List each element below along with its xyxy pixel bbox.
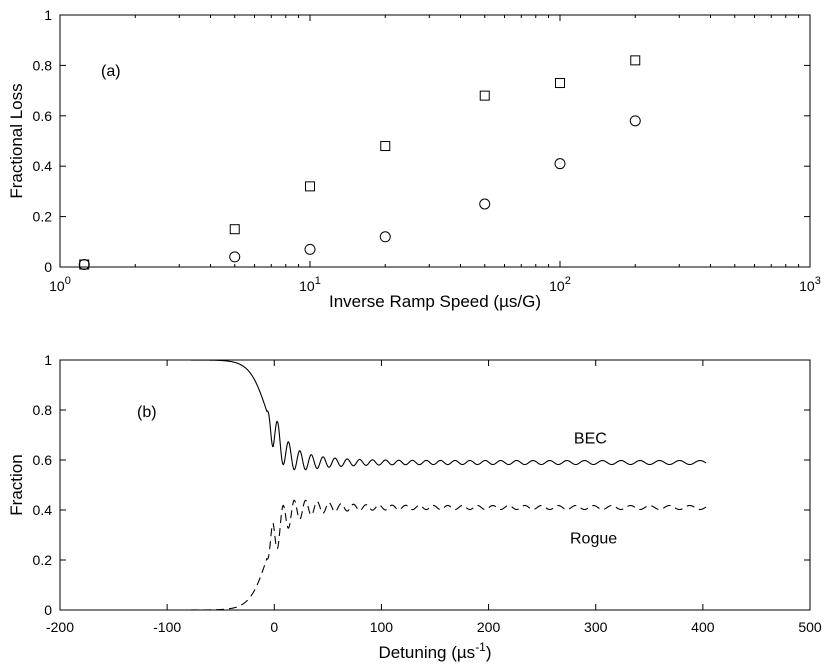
panel-a-plot-area <box>59 14 811 268</box>
x-tick-label: 0 <box>270 619 278 635</box>
y-tick-label: 1 <box>44 352 52 368</box>
square-marker <box>229 224 240 235</box>
square-marker <box>479 90 490 101</box>
y-tick-label: 0.2 <box>33 552 53 568</box>
panel-b-ticks: -200 -100 0 100 200 300 400 500 0 0.2 0.4 0.6 0.8 1 <box>33 352 822 635</box>
y-tick-label: 0.6 <box>33 108 53 124</box>
bec-line <box>60 359 707 471</box>
x-tick-label: 200 <box>477 619 501 635</box>
panel-b-y-axis-label: Fraction <box>7 454 26 515</box>
annotation-bec: BEC <box>574 431 607 448</box>
x-tick-label: -100 <box>153 619 181 635</box>
x-tick-label: 100 <box>370 619 394 635</box>
circle-marker <box>78 258 90 270</box>
panel-b: -200 -100 0 100 200 300 400 500 0 0.2 0.4 0.6 0.8 1 (… <box>7 352 822 662</box>
circle-marker <box>229 251 241 263</box>
panel-b-label: (b) <box>137 404 157 421</box>
y-tick-label: 1 <box>44 7 52 23</box>
circle-marker <box>304 243 316 255</box>
x-axis-label-close: ) <box>486 643 492 662</box>
x-tick-label: -200 <box>46 619 74 635</box>
x-tick-label-base: 10 <box>49 278 65 294</box>
x-axis-label-main: Detuning (µs <box>378 643 475 662</box>
x-tick-label: 400 <box>691 619 715 635</box>
square-marker <box>630 55 641 66</box>
x-tick-label-exponent: 3 <box>815 275 821 287</box>
x-tick-label: 500 <box>798 619 822 635</box>
x-tick-label: 101 <box>299 275 321 294</box>
panel-a-label: (a) <box>101 63 121 80</box>
x-tick-label: 103 <box>799 275 821 294</box>
panel-a-y-axis-label: Fractional Loss <box>7 83 26 198</box>
square-marker <box>380 141 391 152</box>
panel-b-plot-area <box>59 359 811 611</box>
x-tick-label-base: 10 <box>549 278 565 294</box>
circle-marker <box>629 115 641 127</box>
y-tick-label: 0 <box>44 602 52 618</box>
circle-marker <box>479 198 491 210</box>
rogue-line <box>60 499 707 611</box>
y-tick-label: 0.8 <box>33 57 53 73</box>
x-tick-label-exponent: 2 <box>565 275 571 287</box>
circle-marker <box>554 158 566 170</box>
x-tick-label-exponent: 1 <box>315 275 321 287</box>
square-marker <box>305 181 315 192</box>
x-tick-label: 300 <box>584 619 608 635</box>
panel-a-data-points <box>78 55 641 270</box>
y-tick-label: 0.4 <box>33 502 53 518</box>
y-tick-label: 0.6 <box>33 452 53 468</box>
y-tick-label: 0.2 <box>33 209 53 225</box>
x-tick-label-base: 10 <box>299 278 315 294</box>
panel-b-x-axis-label: Detuning (µs-1) <box>378 640 491 662</box>
annotation-rogue: Rogue <box>570 531 617 548</box>
x-axis-label-superscript: -1 <box>475 640 486 654</box>
y-tick-label: 0.8 <box>33 402 53 418</box>
x-tick-label: 100 <box>49 275 71 294</box>
square-marker <box>555 78 565 89</box>
x-tick-label-exponent: 0 <box>65 275 71 287</box>
panel-b-series <box>60 359 707 611</box>
y-tick-label: 0.4 <box>33 158 53 174</box>
x-tick-label: 102 <box>549 275 571 294</box>
x-tick-label-base: 10 <box>799 278 815 294</box>
panel-a-x-axis-label: Inverse Ramp Speed (µs/G) <box>329 292 541 311</box>
circle-marker <box>379 231 391 243</box>
y-tick-label: 0 <box>44 259 52 275</box>
